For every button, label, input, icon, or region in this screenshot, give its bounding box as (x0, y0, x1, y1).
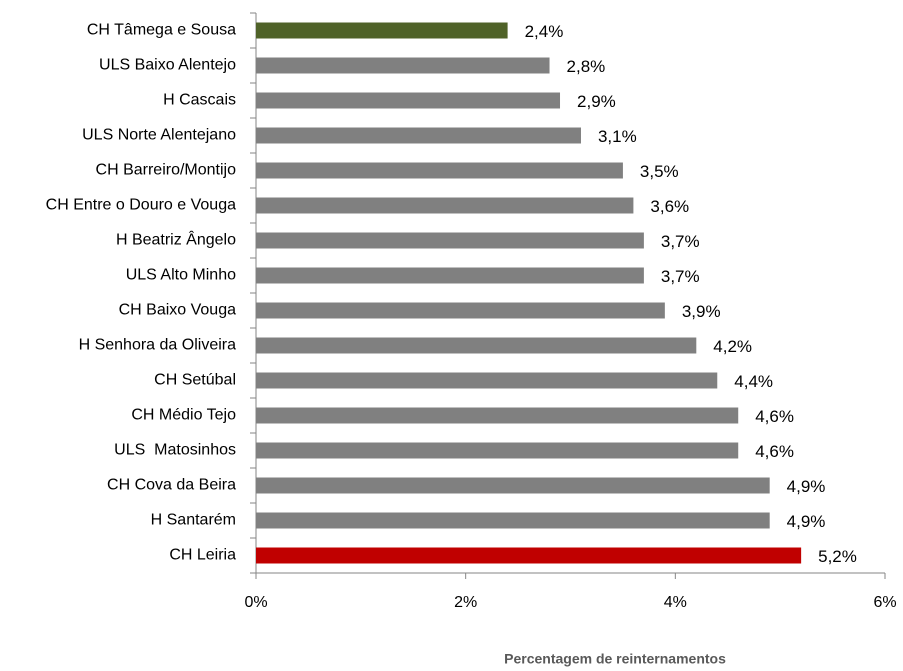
value-label: 3,9% (682, 302, 721, 321)
x-axis-title: Percentagem de reinternamentos (504, 651, 726, 667)
bar (256, 127, 581, 144)
bar (256, 22, 508, 39)
y-tick-label: CH Entre o Douro e Vouga (46, 197, 236, 214)
value-label: 3,7% (661, 232, 700, 251)
value-label: 5,2% (818, 547, 857, 566)
bar (256, 442, 739, 459)
y-tick-label: H Cascais (163, 92, 236, 109)
value-label: 3,6% (650, 197, 689, 216)
value-label: 4,6% (755, 442, 794, 461)
y-tick-label: CH Cova da Beira (107, 477, 236, 494)
value-label: 2,8% (567, 57, 606, 76)
bar (256, 197, 634, 214)
y-tick-label: ULS Alto Minho (126, 267, 236, 284)
bar (256, 512, 770, 529)
value-label: 2,4% (525, 22, 564, 41)
value-label: 4,9% (787, 477, 826, 496)
y-tick-label: CH Leiria (169, 547, 236, 564)
value-label: 4,9% (787, 512, 826, 531)
y-tick-label: CH Setúbal (154, 372, 236, 389)
y-tick-label: CH Baixo Vouga (119, 302, 237, 319)
bar (256, 372, 718, 389)
y-tick-label: CH Tâmega e Sousa (87, 22, 236, 39)
y-tick-label: H Beatriz Ângelo (116, 230, 236, 249)
x-tick-label: 6% (873, 594, 896, 611)
bar (256, 92, 561, 109)
value-label: 3,1% (598, 127, 637, 146)
value-label: 4,4% (734, 372, 773, 391)
bar (256, 477, 770, 494)
bar (256, 547, 802, 564)
y-tick-label: ULS Norte Alentejano (82, 127, 236, 144)
y-tick-label: ULS Baixo Alentejo (99, 57, 236, 74)
value-label: 4,2% (713, 337, 752, 356)
y-tick-label: ULS Matosinhos (114, 442, 236, 459)
bar (256, 337, 697, 354)
x-tick-label: 0% (244, 594, 267, 611)
x-tick-label: 4% (664, 594, 687, 611)
value-label: 4,6% (755, 407, 794, 426)
y-tick-label: CH Médio Tejo (131, 407, 236, 424)
value-label: 2,9% (577, 92, 616, 111)
y-tick-label: H Santarém (151, 512, 236, 529)
value-label: 3,7% (661, 267, 700, 286)
bar (256, 57, 550, 74)
bar (256, 407, 739, 424)
bar (256, 162, 623, 179)
bar (256, 302, 665, 319)
y-tick-label: CH Barreiro/Montijo (96, 162, 237, 179)
bar (256, 267, 644, 284)
bar (256, 232, 644, 249)
y-tick-label: H Senhora da Oliveira (79, 337, 237, 354)
value-label: 3,5% (640, 162, 679, 181)
x-tick-label: 2% (454, 594, 477, 611)
